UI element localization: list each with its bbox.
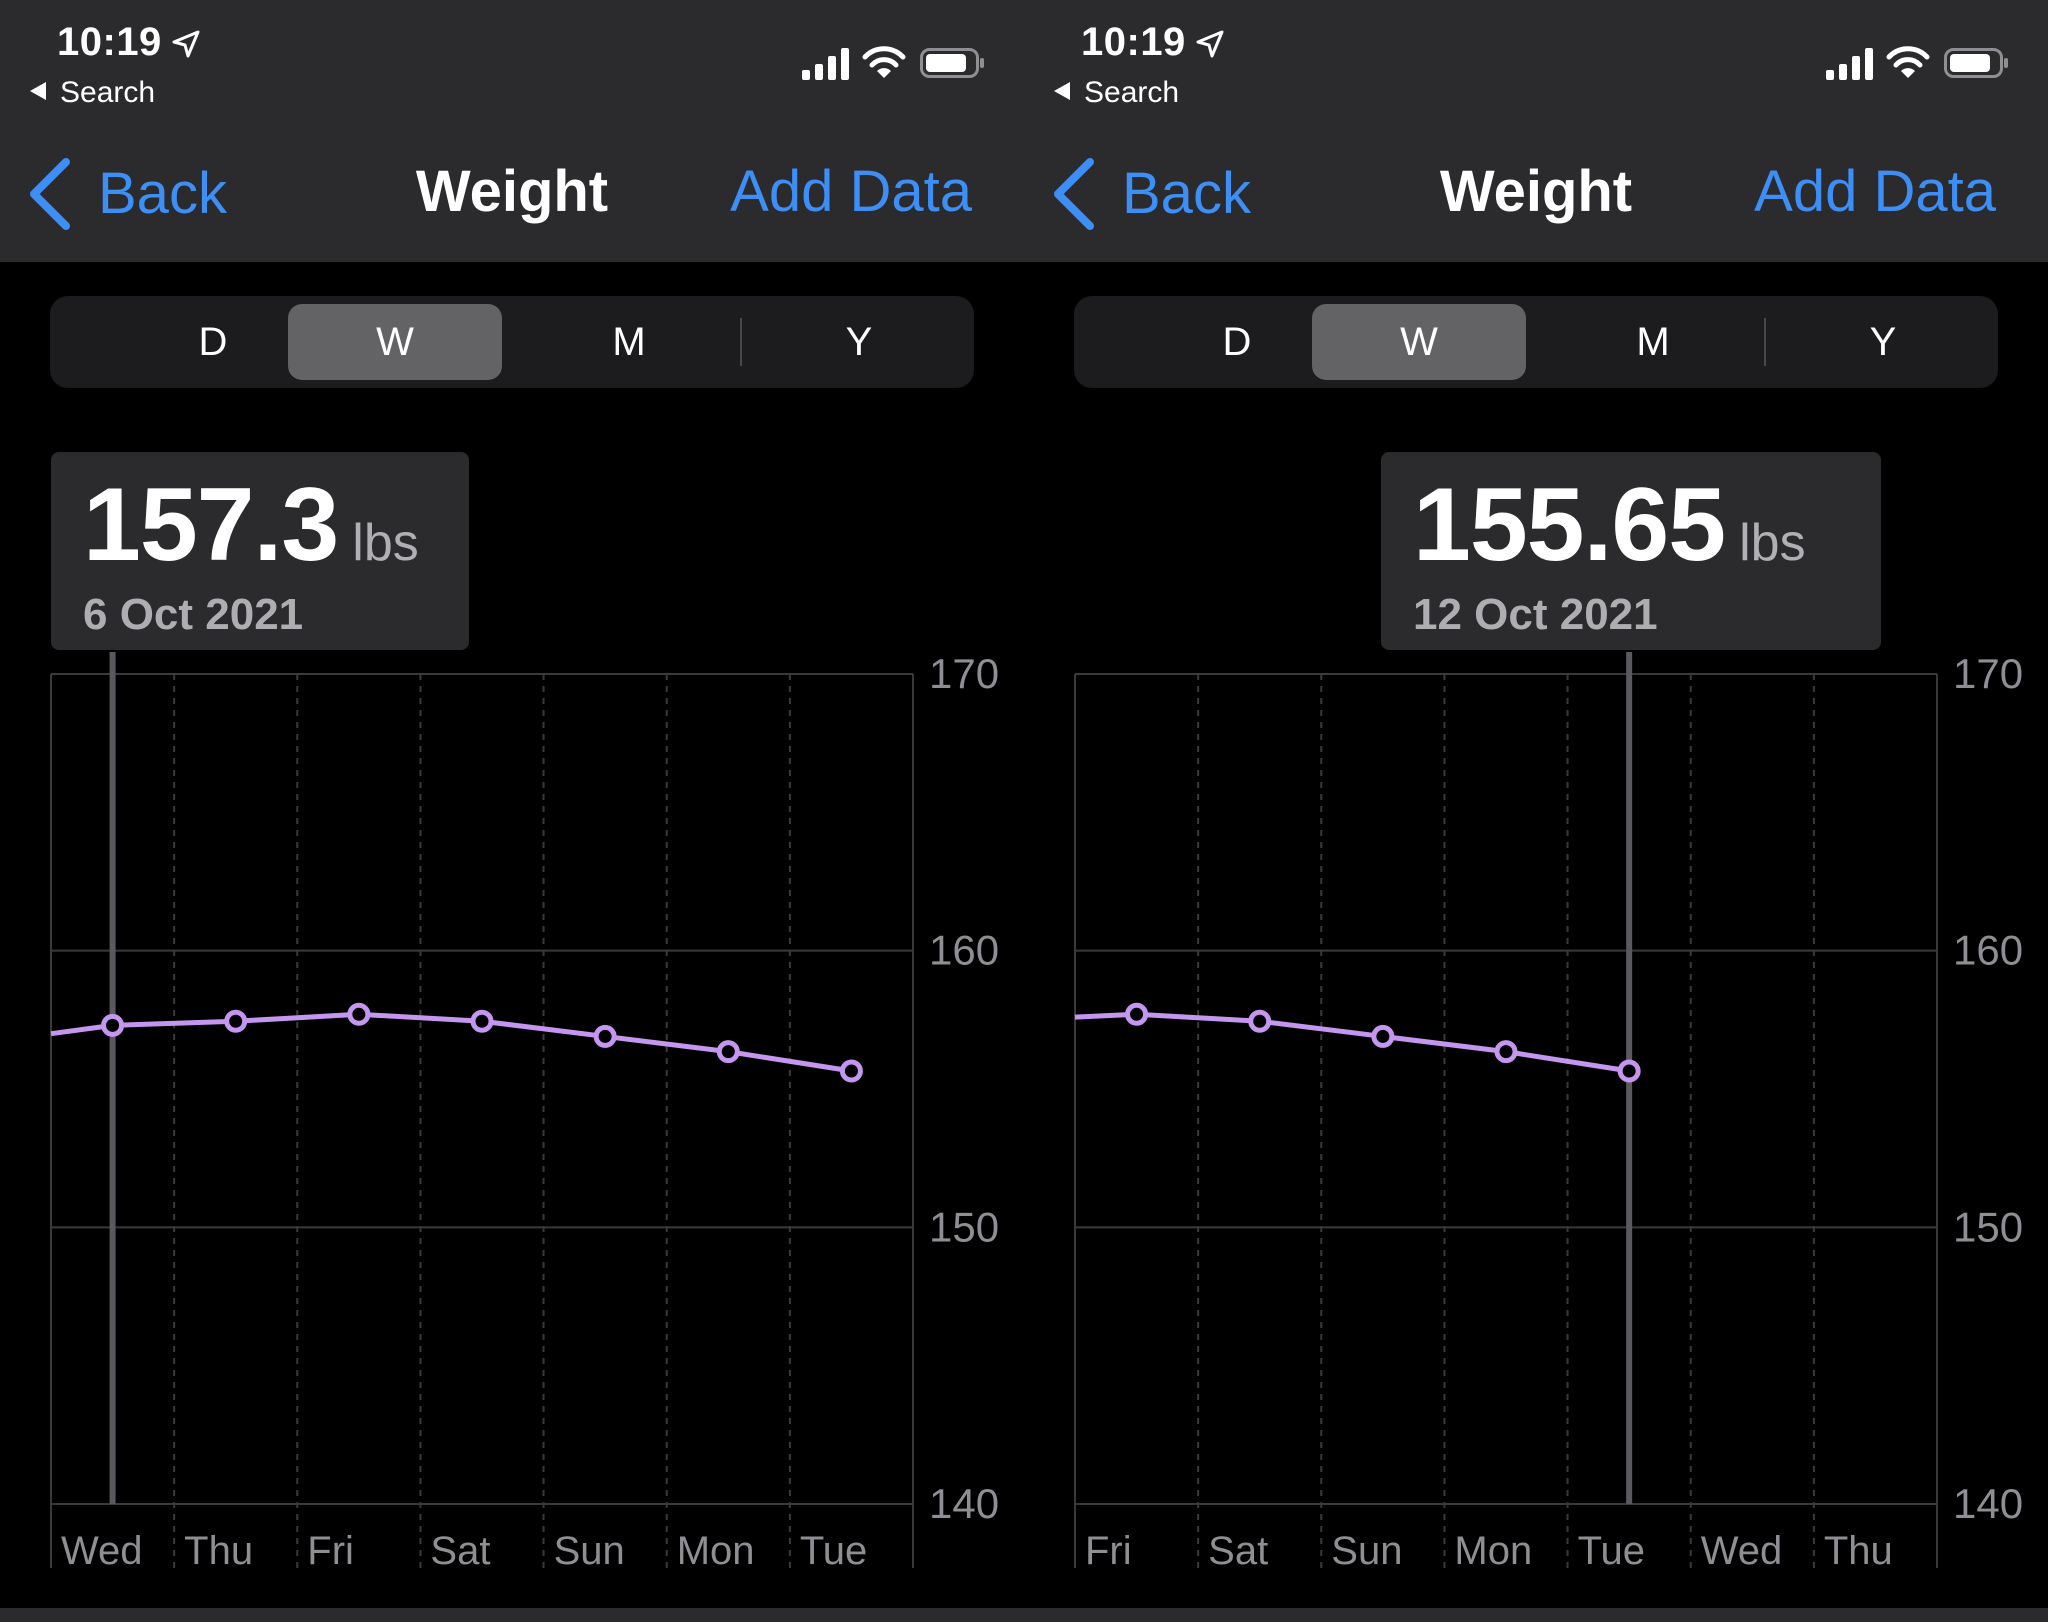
segment-month[interactable]: M <box>1636 320 1670 364</box>
x-tick-label: Wed <box>1701 1529 1783 1573</box>
navigation-bar: 10:19 Search Back Weight <box>0 0 1024 262</box>
time-range-selector: D W M Y <box>1074 296 1998 388</box>
data-point <box>224 1009 248 1033</box>
data-point <box>593 1024 617 1048</box>
y-tick-label: 140 <box>1953 1480 2023 1527</box>
back-button-label: Back <box>98 161 227 226</box>
battery-icon <box>1944 48 2008 78</box>
y-tick-label: 170 <box>1953 650 2023 697</box>
y-tick-label: 150 <box>1953 1203 2023 1250</box>
segment-week[interactable]: W <box>1312 304 1526 380</box>
data-point <box>1125 1002 1149 1026</box>
health-panel-right: 10:19 Search Back Weight <box>1024 0 2048 1622</box>
add-data-button[interactable]: Add Data <box>1754 159 1996 224</box>
segment-month[interactable]: M <box>612 320 646 364</box>
x-tick-label: Fri <box>1085 1529 1132 1573</box>
x-tick-label: Sun <box>1331 1529 1402 1573</box>
y-tick-label: 160 <box>1953 927 2023 974</box>
x-tick-label: Tue <box>800 1529 867 1573</box>
x-tick-label: Wed <box>61 1529 143 1573</box>
status-time: 10:19 <box>57 20 162 64</box>
segment-day[interactable]: D <box>198 320 228 364</box>
time-range-selector: D W M Y <box>50 296 974 388</box>
location-arrow-icon <box>1196 30 1224 58</box>
chevron-left-icon <box>30 158 70 230</box>
wifi-icon <box>1886 46 1930 78</box>
callout-date: 12 Oct 2021 <box>1413 590 1658 639</box>
segment-divider <box>740 318 742 366</box>
weight-series-line <box>1074 1011 1630 1074</box>
segment-year[interactable]: Y <box>1869 320 1897 364</box>
page-title: Weight <box>415 159 609 224</box>
callout-value-line: 155.65 lbs <box>1413 466 1806 585</box>
y-tick-label: 160 <box>929 927 999 974</box>
data-point <box>1371 1024 1395 1048</box>
selected-value-callout: 155.65 lbs 12 Oct 2021 <box>1381 452 1881 650</box>
weight-series-line <box>50 1011 852 1074</box>
callout-unit: lbs <box>1739 514 1806 572</box>
cellular-signal-icon <box>1826 48 1873 80</box>
segment-week[interactable]: W <box>288 304 502 380</box>
data-point <box>101 1013 125 1037</box>
y-tick-label: 170 <box>929 650 999 697</box>
wifi-icon <box>862 46 906 78</box>
location-arrow-icon <box>172 30 200 58</box>
data-point <box>1494 1040 1518 1064</box>
chevron-left-icon <box>1054 158 1094 230</box>
back-app-label: Search <box>60 76 156 109</box>
battery-icon <box>920 48 984 78</box>
x-tick-label: Mon <box>1454 1529 1532 1573</box>
x-tick-label: Mon <box>677 1529 755 1573</box>
data-point <box>716 1040 740 1064</box>
data-point <box>347 1002 371 1026</box>
segment-year[interactable]: Y <box>845 320 873 364</box>
add-data-button[interactable]: Add Data <box>730 159 972 224</box>
x-tick-label: Sun <box>554 1529 625 1573</box>
x-tick-label: Thu <box>1824 1529 1893 1573</box>
back-app-label: Search <box>1084 76 1180 109</box>
weight-chart[interactable]: 170 160 150 140 Wed Thu Fri Sat Sun Mon Tue <box>0 0 1024 1622</box>
navigation-bar: 10:19 Search Back Weight <box>1024 0 2048 262</box>
data-point <box>470 1009 494 1033</box>
x-tick-label: Sat <box>1208 1529 1268 1573</box>
data-point <box>1617 1059 1641 1083</box>
bottom-bar <box>1024 1608 2048 1622</box>
callout-value-line: 157.3 lbs <box>83 466 419 585</box>
callout-value: 155.65 <box>1413 467 1726 583</box>
segment-divider <box>1764 318 1766 366</box>
weight-chart[interactable]: 170 160 150 140 Fri Sat Sun Mon Tue Wed Thu <box>1024 0 2048 1622</box>
callout-date: 6 Oct 2021 <box>83 590 304 639</box>
data-point <box>839 1059 863 1083</box>
x-tick-label: Tue <box>1578 1529 1645 1573</box>
data-point <box>1248 1009 1272 1033</box>
back-triangle-icon <box>30 82 46 100</box>
back-button-label: Back <box>1122 161 1251 226</box>
x-tick-label: Fri <box>307 1529 354 1573</box>
status-time: 10:19 <box>1081 20 1186 64</box>
selected-value-callout: 157.3 lbs 6 Oct 2021 <box>51 452 469 650</box>
x-tick-label: Sat <box>430 1529 490 1573</box>
bottom-bar <box>0 1608 1024 1622</box>
callout-unit: lbs <box>352 514 419 572</box>
back-to-app-link[interactable]: Search <box>30 76 155 110</box>
back-to-app-link[interactable]: Search <box>1054 76 1179 110</box>
health-panel-left: 10:19 Search Back Weight <box>0 0 1024 1622</box>
y-tick-label: 150 <box>929 1203 999 1250</box>
x-tick-label: Thu <box>184 1529 253 1573</box>
segment-day[interactable]: D <box>1222 320 1252 364</box>
page-title: Weight <box>1439 159 1633 224</box>
callout-value: 157.3 <box>83 467 339 583</box>
cellular-signal-icon <box>802 48 849 80</box>
y-tick-label: 140 <box>929 1480 999 1527</box>
back-triangle-icon <box>1054 82 1070 100</box>
